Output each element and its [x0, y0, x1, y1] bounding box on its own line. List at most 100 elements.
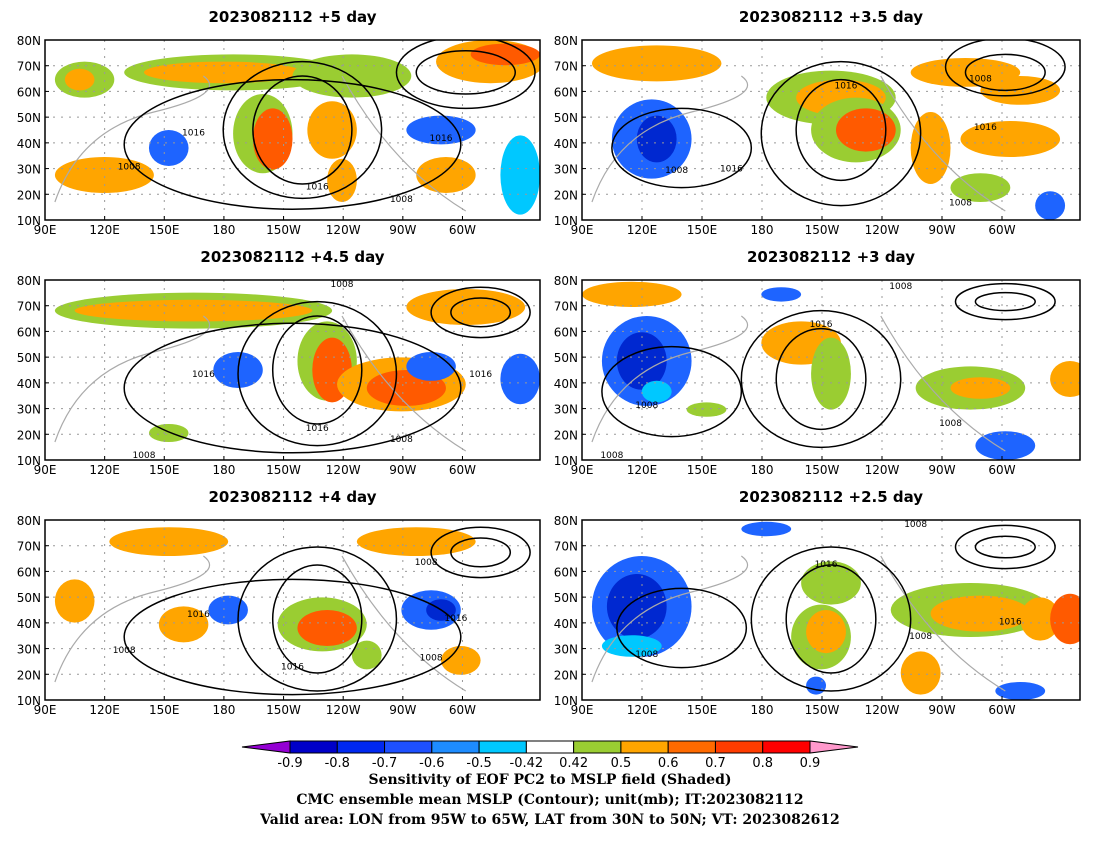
isobar-contour [616, 587, 748, 669]
lon-tick-label: 60W [449, 463, 476, 477]
colorbar-tick-label: -0.5 [466, 756, 491, 771]
lon-tick-label: 90W [928, 223, 955, 237]
contour-label: 1008 [600, 451, 623, 461]
isobar-contour [222, 60, 383, 200]
lat-tick-label: 40N [17, 377, 41, 391]
colorbar-tick-label: -0.8 [325, 756, 350, 771]
shading-patch [406, 289, 526, 325]
lon-tick-label: 90W [928, 703, 955, 717]
lon-tick-label: 90E [34, 703, 57, 717]
shading-patch [327, 158, 357, 202]
shading-patch [297, 610, 357, 646]
contour-label: 1016 [187, 610, 210, 620]
contour-label: 1008 [904, 520, 927, 530]
panel-content: 1008 1016 1016 1008 1016 1008 [45, 280, 540, 460]
lat-tick-label: 70N [554, 300, 578, 314]
lat-tick-label: 50N [17, 351, 41, 365]
contour-label: 1008 [118, 163, 141, 173]
lat-tick-label: 80N [17, 34, 41, 48]
colorbar-tick-label: -0.9 [277, 756, 302, 771]
shading-patch [835, 108, 896, 152]
lat-tick-label: 50N [17, 111, 41, 125]
panel-content: 1008 1016 1016 1008 1016 1008 [45, 520, 540, 700]
lon-tick-label: 180 [751, 703, 774, 717]
lon-tick-label: 60W [449, 223, 476, 237]
lon-tick-label: 90E [34, 463, 57, 477]
shading-patch [158, 606, 209, 643]
map-panel: 2023082112 +2.5 day100810161008100810161… [554, 488, 1081, 717]
contour-label: 1016 [974, 123, 997, 133]
lat-tick-label: 30N [17, 163, 41, 177]
shading-patch [980, 76, 1061, 105]
isobar-contour [964, 53, 1046, 92]
lat-tick-label: 60N [554, 325, 578, 339]
contour-label: 1016 [306, 424, 329, 434]
caption-block: Sensitivity of EOF PC2 to MSLP field (Sh… [0, 770, 1100, 830]
colorbar-tick-label: -0.7 [372, 756, 397, 771]
shading-patch [1035, 191, 1066, 220]
coastline [880, 315, 1006, 452]
colorbar-box [384, 740, 433, 754]
lat-tick-label: 70N [554, 60, 578, 74]
panel-frame [581, 519, 1081, 701]
contour-label: 1016 [469, 370, 492, 380]
lat-tick-label: 10N [17, 454, 41, 468]
isobar-contour [944, 40, 1066, 97]
isobar-contour [271, 564, 363, 674]
contour-label: 1008 [889, 282, 912, 292]
shading-patch [500, 135, 540, 215]
contour-label: 1008 [665, 166, 688, 176]
shading-patch [500, 353, 540, 405]
lat-tick-label: 40N [17, 617, 41, 631]
colorbar-tick-label: -0.6 [419, 756, 444, 771]
colorbar-box [478, 740, 527, 754]
colorbar-box [289, 740, 338, 754]
lon-tick-label: 180 [212, 223, 235, 237]
isobar-contour [775, 327, 867, 431]
contour-label: 1008 [113, 646, 136, 656]
lat-tick-label: 60N [17, 85, 41, 99]
contour-label: 1016 [815, 560, 838, 570]
contour-label: 1008 [635, 650, 658, 660]
shading-patch [686, 402, 727, 417]
coastline [591, 555, 748, 683]
isobar-contour [237, 546, 398, 692]
lat-tick-label: 10N [17, 214, 41, 228]
panel-content: 1016 1008 1016 1008 1016 1008 [582, 40, 1080, 220]
lat-tick-label: 20N [17, 188, 41, 202]
lat-tick-label: 40N [17, 137, 41, 151]
panel-title: 2023082112 +2.5 day [739, 488, 923, 506]
panel-title: 2023082112 +3.5 day [739, 8, 923, 26]
contour-label: 1016 [834, 82, 857, 92]
shading-patch [144, 61, 303, 84]
lon-tick-label: 150W [266, 223, 301, 237]
contour-label: 1016 [999, 617, 1022, 627]
isobar-contour [750, 546, 912, 692]
colorbar-tick-label: -0.42 [510, 756, 544, 771]
colorbar-box [336, 740, 386, 754]
lat-tick-label: 60N [17, 325, 41, 339]
isobar-contour [395, 40, 536, 110]
lat-tick-label: 80N [554, 274, 578, 288]
contour-label: 1008 [949, 199, 972, 209]
colorbar-tick-label: 0.9 [800, 756, 821, 771]
lon-tick-label: 120E [627, 463, 658, 477]
lat-tick-label: 50N [554, 591, 578, 605]
lon-tick-label: 120E [627, 703, 658, 717]
isobar-contour [740, 309, 902, 449]
lon-tick-label: 150W [805, 463, 840, 477]
shading-patch [208, 595, 248, 625]
isobar-contour [450, 297, 512, 328]
lat-tick-label: 70N [554, 540, 578, 554]
lon-tick-label: 150E [687, 223, 718, 237]
contour-label: 1008 [420, 653, 443, 663]
lon-tick-label: 60W [988, 463, 1015, 477]
panel-content: 1008 1016 1008 1008 1008 [582, 280, 1080, 461]
shading-patch [606, 574, 667, 639]
lat-tick-label: 10N [554, 214, 578, 228]
lon-tick-label: 120W [326, 223, 361, 237]
shading-patch [1050, 361, 1080, 397]
lon-tick-label: 150E [687, 463, 718, 477]
